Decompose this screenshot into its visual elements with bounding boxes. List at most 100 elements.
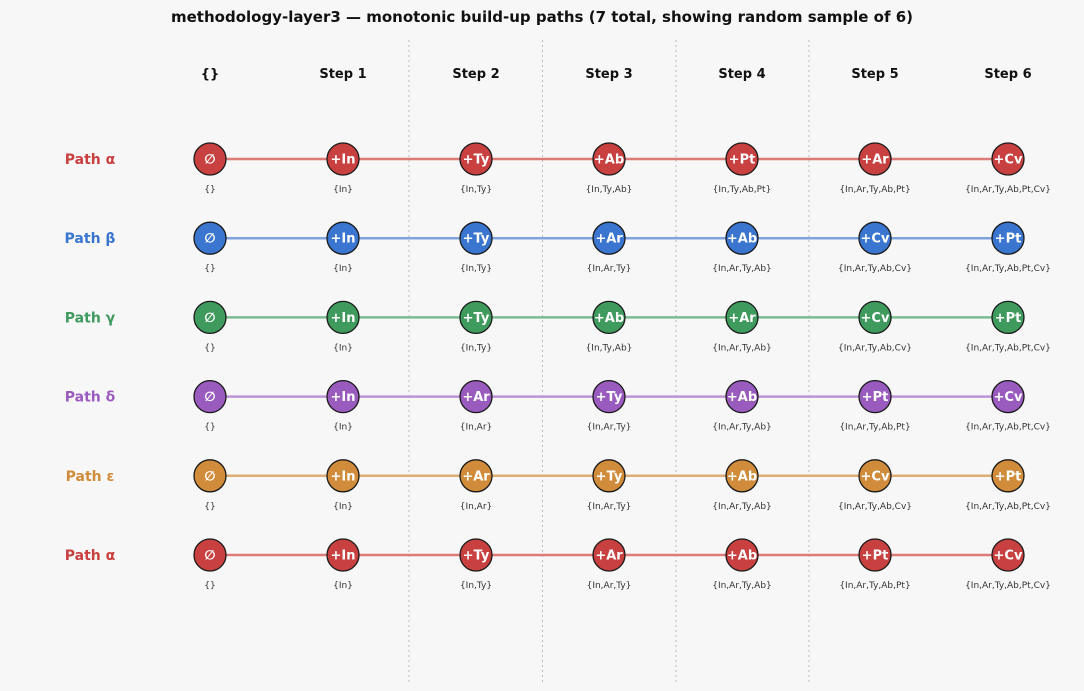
path-node-label: +Cv	[994, 390, 1023, 405]
path-node-set: {In,Ar}	[460, 502, 493, 512]
path-node-circle	[725, 538, 759, 572]
path-node-set: {In,Ar,Ty,Ab}	[712, 502, 772, 512]
path-node-label: ∅	[204, 549, 215, 564]
path-node-set: {In,Ar,Ty,Ab,Cv}	[838, 502, 912, 512]
path-node-label: ∅	[204, 311, 215, 326]
path-node-label: +Cv	[861, 311, 890, 326]
path-node-circle	[193, 538, 227, 572]
path-node-circle	[991, 379, 1025, 414]
path-node-set: {In}	[333, 502, 353, 512]
path-node-label: +Ab	[727, 232, 757, 247]
path-node-circle	[592, 221, 626, 255]
path-node-set: {In,Ty}	[460, 343, 492, 353]
path-node-circle	[991, 221, 1025, 255]
path-node-label: +Pt	[995, 311, 1022, 326]
path-node-circle	[326, 459, 360, 493]
path-node-label: +Ab	[727, 549, 757, 564]
path-node-label: +Pt	[729, 153, 756, 168]
path-node-label: +Ty	[463, 232, 490, 247]
path-node-set: {In,Ty}	[460, 185, 492, 195]
path-node-set: {In}	[333, 264, 353, 274]
path-label: Path β	[65, 231, 116, 247]
path-node-label: +Pt	[862, 549, 889, 564]
path-node-circle	[858, 379, 892, 414]
path-node-label: +Ty	[463, 549, 490, 564]
path-node-set: {In,Ar,Ty,Ab,Pt,Cv}	[965, 423, 1051, 433]
path-node-set: {In,Ar,Ty,Ab,Pt}	[839, 581, 910, 591]
column-header: Step 6	[984, 67, 1031, 82]
path-node-label: +Cv	[861, 469, 890, 484]
path-node-circle	[326, 379, 360, 414]
path-node-circle	[725, 221, 759, 255]
path-node-set: {In,Ar,Ty,Ab}	[712, 264, 772, 274]
path-node-set: {In,Ar,Ty}	[587, 423, 632, 433]
path-node-label: +Ty	[596, 390, 623, 405]
path-node-label: +Cv	[861, 232, 890, 247]
column-headers: {} Step 1 Step 2 Step 3 Step 4 Step 5 Step 6	[201, 67, 1032, 82]
path-node-circle	[991, 300, 1025, 335]
path-node-label: +Ar	[728, 311, 756, 326]
path-node-circle	[459, 142, 493, 176]
path-node-set: {In,Ar,Ty,Ab,Pt}	[839, 185, 910, 195]
path-node-set: {In,Ty,Ab}	[586, 185, 633, 195]
path-node-circle	[592, 142, 626, 176]
path-node-set: {In,Ar,Ty,Ab}	[712, 581, 772, 591]
path-node-set: {In,Ar,Ty,Ab,Pt,Cv}	[965, 185, 1051, 195]
path-node-circle	[592, 379, 626, 414]
path-node-label: +Ab	[727, 469, 757, 484]
path-node-set: {In}	[333, 581, 353, 591]
path-node-circle	[193, 459, 227, 493]
path-node-set: {In}	[333, 185, 353, 195]
path-label: Path α	[65, 548, 116, 564]
path-node-label: +Ab	[594, 153, 624, 168]
path-node-label: +Pt	[995, 232, 1022, 247]
path-node-circle	[991, 142, 1025, 176]
path-node-circle	[326, 142, 360, 176]
path-node-set: {In,Ty}	[460, 581, 492, 591]
column-header: Step 4	[718, 67, 765, 82]
path-node-circle	[858, 300, 892, 335]
path-node-set: {In,Ty,Ab}	[586, 343, 633, 353]
path-node-set: {In,Ar,Ty,Ab,Pt}	[839, 423, 910, 433]
path-node-label: +Pt	[995, 469, 1022, 484]
path-node-set: {}	[204, 423, 215, 433]
path-node-set: {}	[204, 264, 215, 274]
path-node-label: +In	[331, 232, 356, 247]
path-label: Path δ	[65, 390, 116, 406]
path-node-set: {}	[204, 343, 215, 353]
path-node-set: {In,Ar,Ty,Ab,Pt,Cv}	[965, 502, 1051, 512]
path-node-circle	[858, 221, 892, 255]
path-node-circle	[725, 379, 759, 414]
step-separators	[408, 40, 810, 682]
path-node-circle	[858, 142, 892, 176]
path-node-circle	[459, 459, 493, 493]
path-label: Path ε	[66, 469, 115, 485]
path-node-set: {In,Ar,Ty}	[587, 502, 632, 512]
path-node-circle	[991, 459, 1025, 493]
path-label: Path α	[65, 152, 116, 168]
path-row: Path γ ∅ {} +In {In} +Ty {In,Ty} +Ab {In,Ty,Ab} +…	[65, 300, 1051, 353]
path-node-set: {In,Ar,Ty,Ab,Cv}	[838, 264, 912, 274]
path-node-set: {}	[204, 502, 215, 512]
figure-title: methodology-layer3 — monotonic build-up …	[171, 8, 913, 26]
path-node-set: {In,Ar,Ty,Ab,Cv}	[838, 343, 912, 353]
path-node-label: +Ab	[594, 311, 624, 326]
path-node-label: +In	[331, 311, 356, 326]
path-node-set: {In,Ar,Ty}	[587, 264, 632, 274]
path-node-circle	[725, 142, 759, 176]
path-node-label: +Ar	[462, 469, 490, 484]
path-row: Path δ ∅ {} +In {In} +Ar {In,Ar} +Ty {In,Ar,Ty} +…	[65, 379, 1051, 433]
column-header: Step 5	[851, 67, 898, 82]
path-node-set: {In,Ar,Ty}	[587, 581, 632, 591]
path-node-circle	[193, 300, 227, 335]
column-header: Step 3	[585, 67, 632, 82]
path-node-set: {In,Ar,Ty,Ab,Pt,Cv}	[965, 343, 1051, 353]
path-node-set: {In,Ar,Ty,Ab,Pt,Cv}	[965, 264, 1051, 274]
path-row: Path α ∅ {} +In {In} +Ty {In,Ty} +Ab {In,Ty,Ab} +…	[65, 142, 1051, 195]
path-node-circle	[592, 300, 626, 335]
path-label: Path γ	[65, 310, 116, 326]
path-node-label: +Ar	[462, 390, 490, 405]
path-node-label: +Ab	[727, 390, 757, 405]
path-node-circle	[459, 221, 493, 255]
path-node-set: {In,Ar,Ty,Ab}	[712, 343, 772, 353]
